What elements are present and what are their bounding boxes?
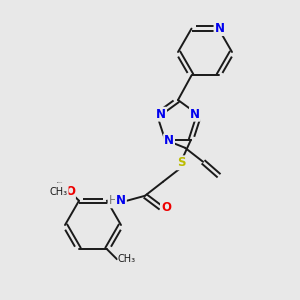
Text: S: S (177, 156, 185, 169)
Text: O: O (161, 201, 171, 214)
Text: N: N (156, 108, 166, 121)
Text: CH₃: CH₃ (118, 254, 136, 264)
Text: CH₃: CH₃ (50, 187, 68, 197)
Text: methoxy: methoxy (57, 182, 63, 183)
Text: H: H (109, 194, 117, 207)
Text: N: N (214, 22, 224, 35)
Text: N: N (164, 134, 174, 147)
Text: O: O (65, 185, 75, 198)
Text: N: N (116, 194, 126, 207)
Text: N: N (190, 108, 200, 121)
